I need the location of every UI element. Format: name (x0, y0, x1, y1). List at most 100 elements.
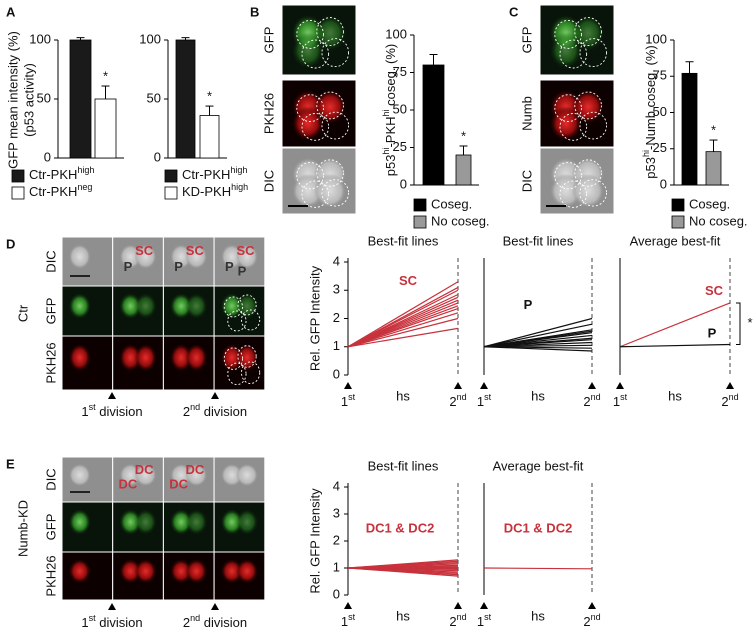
x-arrow (588, 382, 596, 389)
image-label: PKH26 (261, 93, 276, 134)
division-label: 2nd division (183, 402, 247, 419)
y-tick-label: 0 (333, 366, 340, 381)
error-bar (181, 37, 190, 40)
cell-outline (579, 111, 608, 140)
cell (235, 463, 259, 487)
cell-outline (316, 159, 344, 187)
text-part: 2 (449, 614, 456, 629)
y-tick-label: 0 (333, 586, 340, 601)
superscript: high (77, 165, 94, 175)
x-arrow (454, 382, 462, 389)
cell-outline (301, 113, 330, 141)
superscript: nd (729, 392, 739, 402)
legend-swatch (671, 198, 685, 212)
image-row-label: GFP (43, 514, 58, 541)
cell-outline (223, 296, 243, 318)
y-tick-label: 0 (660, 176, 667, 191)
fit-line (483, 567, 593, 570)
y-tick-label: 0 (400, 176, 407, 191)
y-tick-label: 50 (653, 104, 667, 119)
legend-swatch (11, 169, 25, 183)
cell-outline (321, 111, 350, 140)
y-axis-label: p53hi-Numb coseg. (%) (641, 45, 658, 178)
text-part: division (200, 615, 247, 630)
legend-label: Ctr-PKHhigh (29, 165, 94, 182)
text-part: KD-PKH (182, 184, 231, 199)
text-part: p53 (383, 155, 398, 177)
panel-label: E (6, 456, 15, 471)
fit-line (347, 317, 459, 348)
x-axis-label: hs (396, 388, 410, 403)
cell (235, 509, 259, 535)
x-tick-label: 1st (477, 392, 492, 409)
cell-outline (554, 162, 582, 190)
legend-label: Coseg. (431, 196, 472, 211)
cell-label: P (225, 259, 234, 274)
text-part: 2 (183, 615, 190, 630)
cell-outline (574, 159, 602, 187)
error-bar (685, 61, 694, 74)
plot-title: Average best-fit (630, 233, 721, 248)
y-axis-label: (p53 activity) (21, 63, 36, 137)
x-tick-label: 1st (613, 392, 628, 409)
superscript: neg (77, 182, 92, 192)
image-row-label: DIC (43, 468, 58, 490)
y-tick-label: 50 (393, 101, 407, 116)
text-part: division (96, 615, 143, 630)
x-tick-label: 1st (341, 612, 356, 629)
fit-line (483, 323, 593, 348)
cell-label: P (124, 259, 133, 274)
cell-outline (321, 179, 350, 207)
y-tick-label: 50 (147, 90, 161, 105)
y-tick-label: 25 (393, 139, 407, 154)
superscript: nd (457, 392, 467, 402)
x-axis-label: hs (668, 388, 682, 403)
cell-label: P (238, 264, 247, 279)
x-arrow (480, 602, 488, 609)
fit-line (619, 302, 731, 348)
text-part: division (96, 404, 143, 419)
cell-outline (237, 294, 257, 316)
cell-outline (301, 39, 330, 69)
y-axis-label: Rel. GFP Intensity (307, 265, 322, 371)
cell-label: DC (185, 462, 204, 477)
cell (185, 293, 208, 319)
x-axis-label: hs (531, 608, 545, 623)
cell (68, 293, 91, 319)
x-tick-label: 1st (341, 392, 356, 409)
cell (549, 32, 583, 69)
significance: * (103, 68, 108, 83)
legend-label: Coseg. (689, 196, 730, 211)
text-part: Ctr-PKH (29, 167, 77, 182)
cell-outline (559, 39, 588, 69)
text-part: -PKH (383, 116, 398, 147)
fit-line (347, 327, 459, 348)
cell (291, 32, 325, 69)
y-tick-label: 3 (333, 282, 340, 297)
cell (134, 243, 157, 270)
image-label: Numb (519, 96, 534, 131)
row-label: Ctr (15, 304, 30, 322)
cell-outline (554, 19, 582, 49)
text-part: 1 (341, 394, 348, 409)
image-label: GFP (261, 27, 276, 54)
cell-outline (321, 38, 350, 68)
x-arrow (726, 382, 734, 389)
text-part: p53 (643, 157, 658, 179)
text-part: division (200, 404, 247, 419)
cell-label: SC (135, 243, 154, 258)
cell-outline (227, 362, 247, 386)
significance: * (207, 89, 212, 104)
cell (68, 243, 91, 270)
error-bar (459, 145, 468, 155)
division-arrow (108, 603, 116, 610)
cell-label: DC (119, 476, 138, 491)
text-part: Ctr-PKH (182, 167, 230, 182)
cell-outline (223, 347, 243, 370)
y-tick-label: 1 (333, 338, 340, 353)
image-row-label: GFP (43, 298, 58, 325)
cell-outline (296, 162, 324, 190)
division-arrow (108, 392, 116, 399)
y-tick-label: 4 (333, 478, 340, 493)
cell-outline (227, 310, 247, 332)
